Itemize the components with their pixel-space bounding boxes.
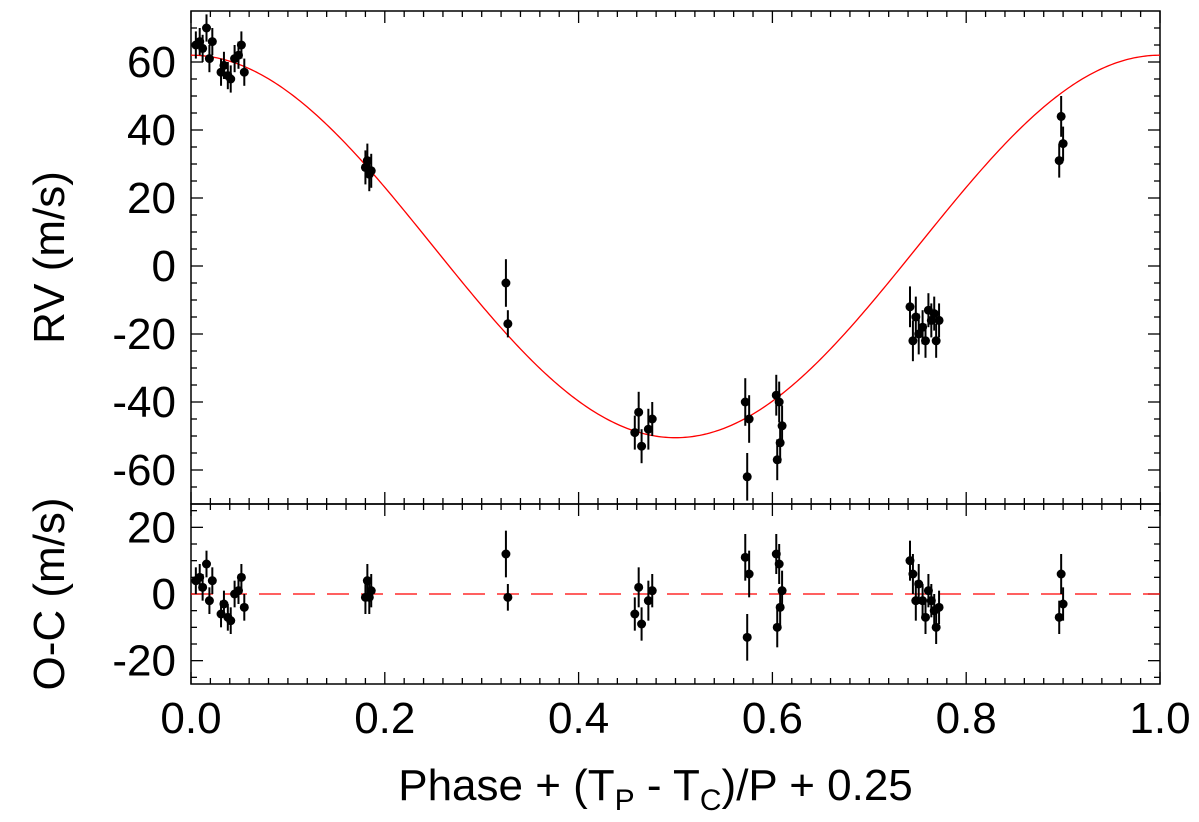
rv-data-point [740, 397, 750, 407]
x-axis-title: Phase + (TP - TC)/P + 0.25 [398, 761, 913, 817]
x-tick-labels: 0.0 0.2 0.4 0.6 0.8 1.0 [160, 694, 1190, 743]
oc-data-point [501, 549, 511, 559]
rv-data-point [775, 438, 785, 448]
x-tick-label: 0.8 [936, 694, 997, 743]
rv-panel-frame [190, 10, 1161, 505]
oc-tick-marks [190, 504, 1161, 684]
rv-data-points [191, 14, 1068, 501]
oc-data-point [207, 576, 217, 586]
rv-data-point [207, 37, 217, 47]
oc-y-tick-label: 0 [152, 570, 176, 619]
rv-data-point [643, 424, 653, 434]
oc-data-point [198, 582, 208, 592]
rv-data-point [236, 40, 246, 50]
rv-data-point [239, 67, 249, 77]
rv-data-point [777, 421, 787, 431]
rv-data-point [204, 54, 214, 64]
rv-y-tick-label: 40 [127, 106, 176, 155]
rv-data-point [501, 278, 511, 288]
x-axis-title-part: Phase + (T [398, 761, 614, 810]
rv-data-point [202, 23, 212, 33]
rv-data-point [905, 302, 915, 312]
oc-data-point [503, 592, 513, 602]
oc-data-point [647, 586, 657, 596]
rv-data-point [219, 60, 229, 70]
x-tick-label: 1.0 [1129, 694, 1190, 743]
oc-data-point [236, 572, 246, 582]
oc-data-point [744, 569, 754, 579]
rv-data-point [934, 315, 944, 325]
rv-y-tick-label: -20 [112, 310, 176, 359]
oc-y-tick-label: 20 [127, 503, 176, 552]
rv-data-point [637, 441, 647, 451]
rv-tick-marks [190, 11, 1161, 504]
rv-data-point [1056, 111, 1066, 121]
rv-data-point [929, 309, 939, 319]
rv-y-tick-labels: 60 40 20 0 -20 -40 -60 [112, 38, 176, 495]
oc-data-point [226, 616, 236, 626]
rv-y-tick-label: -40 [112, 378, 176, 427]
oc-y-tick-labels: 20 0 -20 [112, 503, 176, 685]
rv-data-point [921, 336, 931, 346]
oc-y-tick-label: -20 [112, 637, 176, 686]
oc-data-point [202, 559, 212, 569]
oc-data-points [191, 530, 1068, 661]
oc-data-point [637, 619, 647, 629]
oc-data-point [908, 569, 918, 579]
rv-data-point [914, 329, 924, 339]
rv-data-point [634, 407, 644, 417]
rv-data-point [774, 397, 784, 407]
rv-data-point [366, 166, 376, 176]
rv-data-point [1058, 139, 1068, 149]
rv-data-point [931, 336, 941, 346]
oc-data-point [1056, 569, 1066, 579]
x-axis-title-middle: - T [635, 761, 700, 810]
rv-y-tick-label: 0 [152, 242, 176, 291]
oc-data-point [921, 612, 931, 622]
oc-data-point [634, 582, 644, 592]
oc-data-point [1054, 612, 1064, 622]
oc-data-point [740, 552, 750, 562]
x-tick-label: 0.4 [548, 694, 609, 743]
x-axis-title-subscript-p: P [615, 784, 635, 817]
rv-data-point [503, 319, 513, 329]
oc-data-point [630, 609, 640, 619]
oc-data-point [931, 622, 941, 632]
oc-data-point [774, 559, 784, 569]
rv-data-point [744, 414, 754, 424]
oc-data-point [777, 586, 787, 596]
rv-data-point [630, 428, 640, 438]
rv-panel: 60 40 20 0 -20 -40 -60 RV (m/s) [25, 10, 1161, 505]
rv-data-point [908, 336, 918, 346]
rv-y-axis-title: RV (m/s) [25, 171, 74, 344]
oc-data-point [219, 599, 229, 609]
rv-y-tick-label: 60 [127, 38, 176, 87]
oc-data-point [239, 602, 249, 612]
rv-data-point [226, 74, 236, 84]
oc-data-point [775, 602, 785, 612]
oc-data-point [204, 596, 214, 606]
oc-panel: 20 0 -20 O-C (m/s) [25, 497, 1161, 691]
x-tick-label: 0.2 [354, 694, 415, 743]
oc-y-axis-title: O-C (m/s) [25, 497, 74, 690]
rv-data-point [742, 472, 752, 482]
x-axis-title-tail: )/P + 0.25 [722, 761, 913, 810]
rv-data-point [1054, 156, 1064, 166]
oc-data-point [914, 579, 924, 589]
x-tick-label: 0.6 [742, 694, 803, 743]
rv-data-point [647, 414, 657, 424]
oc-data-point [742, 632, 752, 642]
oc-data-point [1058, 599, 1068, 609]
rv-y-tick-label: -60 [112, 446, 176, 495]
rv-data-point [198, 43, 208, 53]
oc-data-point [934, 602, 944, 612]
rv-model-curve [190, 54, 1161, 439]
rv-y-tick-label: 20 [127, 174, 176, 223]
x-axis-title-subscript-c: C [700, 784, 722, 817]
x-tick-label: 0.0 [160, 694, 221, 743]
oc-data-point [366, 586, 376, 596]
oc-data-point [643, 596, 653, 606]
